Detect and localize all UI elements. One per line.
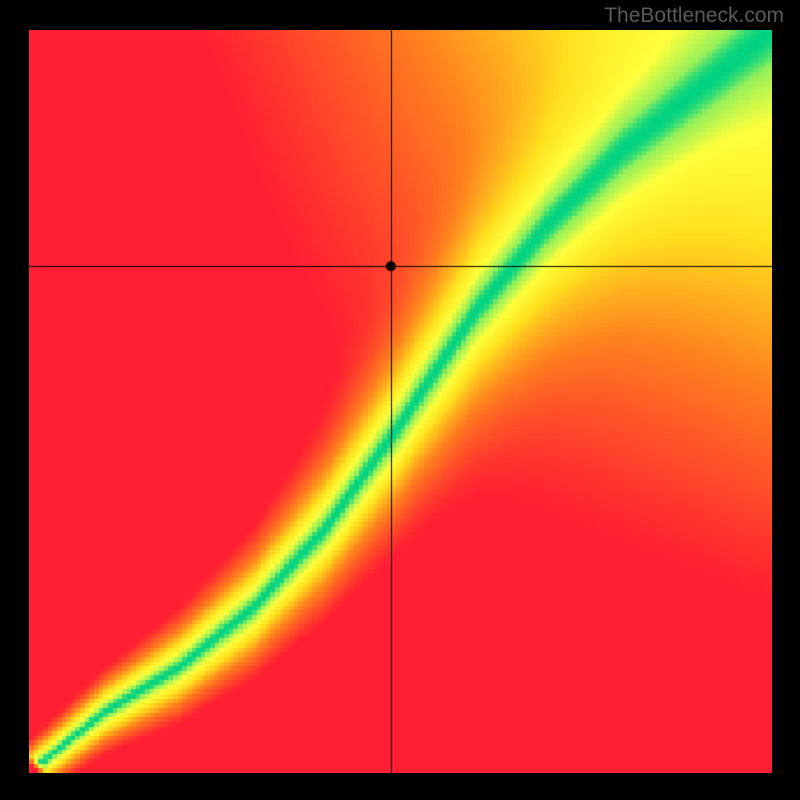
bottleneck-heatmap: [29, 30, 772, 773]
chart-container: { "watermark": "TheBottleneck.com", "cha…: [0, 0, 800, 800]
watermark-text: TheBottleneck.com: [604, 4, 784, 28]
